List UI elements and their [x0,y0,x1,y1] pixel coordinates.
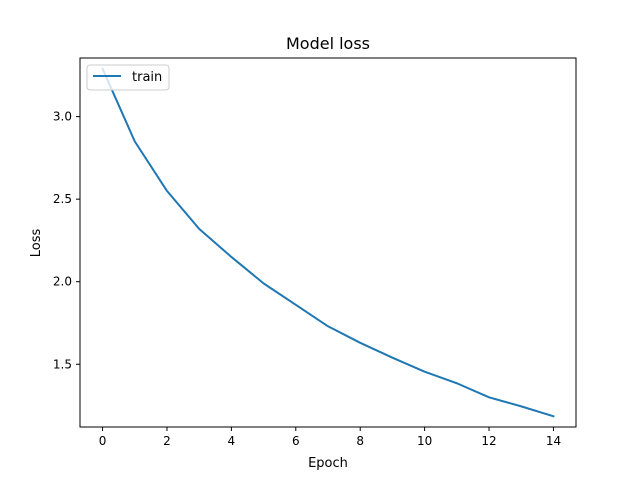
legend: train [86,64,170,91]
x-tick-label: 2 [163,434,171,448]
legend-label-train: train [132,70,162,85]
y-tick-label: 3.0 [53,110,72,124]
x-tick-label: 14 [546,434,561,448]
chart-title: Model loss [286,34,370,53]
series-layer [101,67,555,418]
x-tick-label: 6 [292,434,300,448]
x-tick-label: 4 [228,434,236,448]
x-axis-label: Epoch [308,456,348,471]
x-tick-label: 8 [356,434,364,448]
series-line-train [101,67,555,418]
plot-area: 0 2 4 6 8 10 12 14 1.5 2.0 2.5 3.0 [53,57,577,448]
y-tick-label: 2.5 [53,192,72,206]
y-axis-label: Loss [29,229,44,258]
x-tick-label: 0 [99,434,107,448]
plot-frame [79,57,577,428]
y-tick-label: 2.0 [53,275,72,289]
y-tick-label: 1.5 [53,357,72,371]
legend-box [86,64,170,91]
y-axis-ticks: 1.5 2.0 2.5 3.0 [53,110,80,371]
x-axis-ticks: 0 2 4 6 8 10 12 14 [99,427,561,448]
x-tick-label: 10 [417,434,432,448]
x-tick-label: 12 [481,434,496,448]
